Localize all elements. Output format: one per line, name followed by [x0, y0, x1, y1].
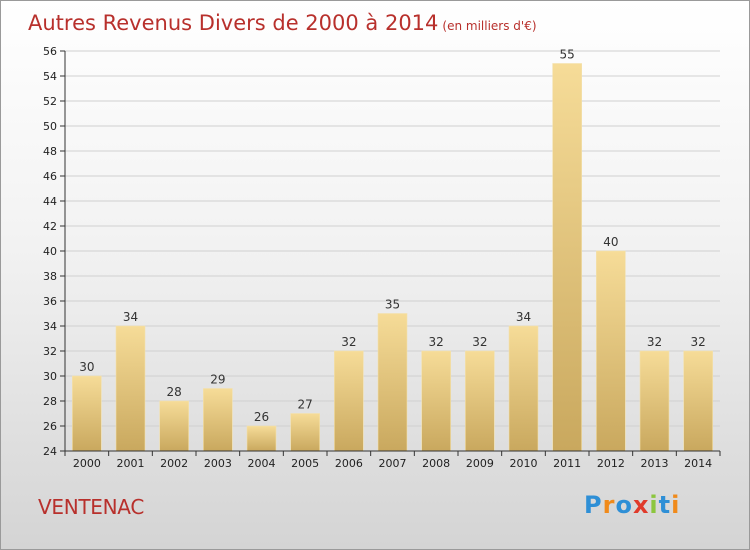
- data-label: 35: [385, 298, 400, 312]
- data-label: 27: [298, 398, 313, 412]
- data-label: 32: [647, 335, 662, 349]
- data-label: 55: [560, 48, 575, 62]
- data-label: 28: [167, 385, 182, 399]
- y-tick-label: 44: [43, 195, 57, 208]
- y-tick-label: 32: [43, 345, 57, 358]
- y-tick-label: 52: [43, 95, 57, 108]
- bar-2006: [334, 350, 364, 452]
- y-tick-label: 54: [43, 70, 57, 83]
- data-label: 32: [691, 335, 706, 349]
- y-tick-label: 30: [43, 370, 57, 383]
- data-label: 32: [472, 335, 487, 349]
- data-label: 30: [79, 360, 94, 374]
- x-tick-label: 2005: [291, 457, 319, 470]
- data-label: 34: [123, 310, 138, 324]
- bar-2011: [552, 63, 582, 452]
- x-tick-label: 2003: [204, 457, 232, 470]
- x-tick-label: 2004: [248, 457, 276, 470]
- y-tick-label: 28: [43, 395, 57, 408]
- logo-letter: P: [584, 491, 603, 519]
- y-tick-label: 46: [43, 170, 57, 183]
- y-tick-label: 34: [43, 320, 57, 333]
- bars: [72, 63, 713, 452]
- data-label: 29: [210, 373, 225, 387]
- y-tick-label: 40: [43, 245, 57, 258]
- chart-title-text: Autres Revenus Divers de 2000 à 2014: [28, 11, 439, 35]
- bar-2000: [72, 375, 102, 452]
- x-tick-label: 2014: [684, 457, 712, 470]
- bar-2013: [639, 350, 670, 452]
- axes: [60, 50, 721, 456]
- bar-2001: [115, 325, 146, 452]
- x-tick-label: 2002: [160, 457, 188, 470]
- commune-name: VENTENAC: [38, 495, 144, 519]
- x-tick-label: 2006: [335, 457, 363, 470]
- data-label: 26: [254, 410, 269, 424]
- bar-2007: [377, 313, 408, 452]
- y-tick-label: 24: [43, 445, 57, 458]
- y-tick-label: 38: [43, 270, 57, 283]
- data-label: 40: [603, 235, 618, 249]
- x-tick-label: 2000: [73, 457, 101, 470]
- data-label: 32: [341, 335, 356, 349]
- bar-2002: [159, 400, 189, 452]
- x-tick-label: 2011: [553, 457, 581, 470]
- logo-letter: o: [615, 491, 633, 519]
- logo-letter: i: [649, 491, 659, 519]
- y-tick-label: 42: [43, 220, 57, 233]
- y-tick-label: 26: [43, 420, 57, 433]
- data-label: 34: [516, 310, 531, 324]
- chart-title: Autres Revenus Divers de 2000 à 2014 (en …: [28, 11, 537, 35]
- x-tick-label: 2007: [379, 457, 407, 470]
- bar-2010: [508, 325, 539, 452]
- logo-letter: x: [632, 491, 650, 519]
- proxiti-logo[interactable]: Proxiti: [584, 491, 680, 519]
- data-label: 32: [429, 335, 444, 349]
- bar-2005: [290, 413, 320, 452]
- y-tick-label: 56: [43, 45, 57, 58]
- y-tick-label: 50: [43, 120, 57, 133]
- bar-2012: [596, 250, 626, 452]
- logo-letter: r: [602, 491, 616, 519]
- x-tick-label: 2013: [641, 457, 669, 470]
- y-tick-label: 36: [43, 295, 57, 308]
- x-tick-label: 2001: [117, 457, 145, 470]
- y-tick-labels: 24 26 28 30 32 34 36 38 40 42 44 46 48 50 52 54 56: [43, 45, 57, 458]
- x-tick-label: 2008: [422, 457, 450, 470]
- logo-letter: i: [671, 491, 681, 519]
- data-labels: 30 34 28 29 26 27 32 35 32 32 34 55 40 32 32: [79, 48, 706, 425]
- x-tick-label: 2012: [597, 457, 625, 470]
- unit-note: (en milliers d'€): [442, 19, 537, 33]
- x-tick-label: 2009: [466, 457, 494, 470]
- bar-2003: [203, 388, 233, 452]
- bar-2004: [246, 425, 277, 452]
- bar-2008: [421, 350, 451, 452]
- logo-letter: t: [658, 491, 672, 519]
- y-tick-label: 48: [43, 145, 57, 158]
- bar-2014: [683, 350, 713, 452]
- x-tick-label: 2010: [510, 457, 538, 470]
- x-tick-labels: 2000 2001 2002 2003 2004 2005 2006 2007 2008 2009…: [73, 457, 712, 470]
- bar-2009: [465, 350, 495, 452]
